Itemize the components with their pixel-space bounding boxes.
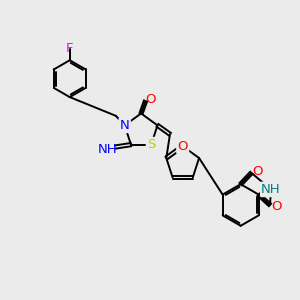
- Text: F: F: [66, 42, 74, 56]
- Text: O: O: [146, 93, 156, 106]
- Text: NH: NH: [261, 183, 281, 196]
- Text: S: S: [147, 138, 155, 151]
- Text: O: O: [177, 140, 188, 153]
- Text: O: O: [271, 200, 282, 213]
- Text: O: O: [253, 165, 263, 178]
- Text: N: N: [120, 119, 130, 132]
- Text: NH: NH: [98, 143, 117, 156]
